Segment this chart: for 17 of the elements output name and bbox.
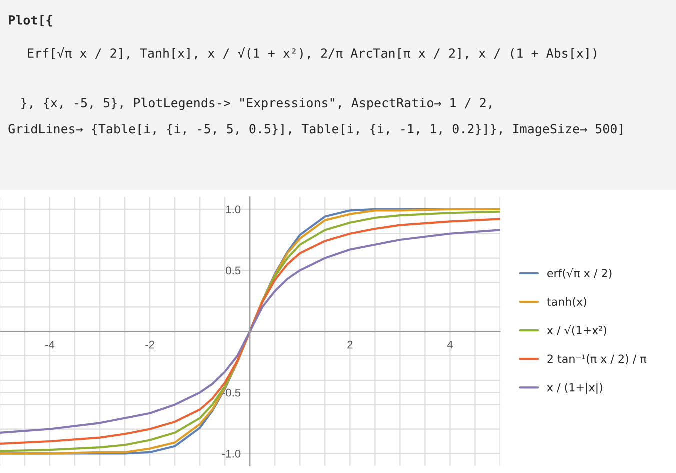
x-tick-label: 4	[447, 341, 453, 349]
legend-label: x / √(1+x²)	[547, 325, 606, 336]
text: Erf[√π x / 2], Tanh[x], x / √(1 + x²), 2/π ArcTan[π x / 2], x / (1 + Abs[x])	[28, 48, 596, 60]
text: }, {x, -5, 5}, PlotLegends-> "Expressions", AspectRatio→ 1 / 2,	[22, 98, 492, 110]
text: GridLines→ {Table[i, {i, -5, 5, 0.5}], Table[i, {i, -1, 1, 0.2}]}, ImageSize→ 500]	[8, 124, 622, 136]
x-tick-label: 2	[348, 340, 353, 349]
x-tick-label: -2	[146, 340, 154, 349]
x-tick-label: -4	[46, 341, 55, 349]
legend-label: erf(√π x / 2)	[548, 268, 612, 279]
y-tick-label: -0.5	[222, 388, 241, 397]
legend-label: 2 tan⁻¹(π x / 2) / π	[548, 354, 647, 364]
text: Plot[{	[9, 15, 52, 27]
y-tick-label: -1.0	[222, 450, 241, 458]
legend-label: tanh(x)	[547, 297, 586, 308]
y-tick-label: 1.0	[226, 206, 241, 214]
legend-label: x / (1+|x|)	[547, 383, 602, 394]
y-tick-label: 0.5	[226, 266, 241, 275]
